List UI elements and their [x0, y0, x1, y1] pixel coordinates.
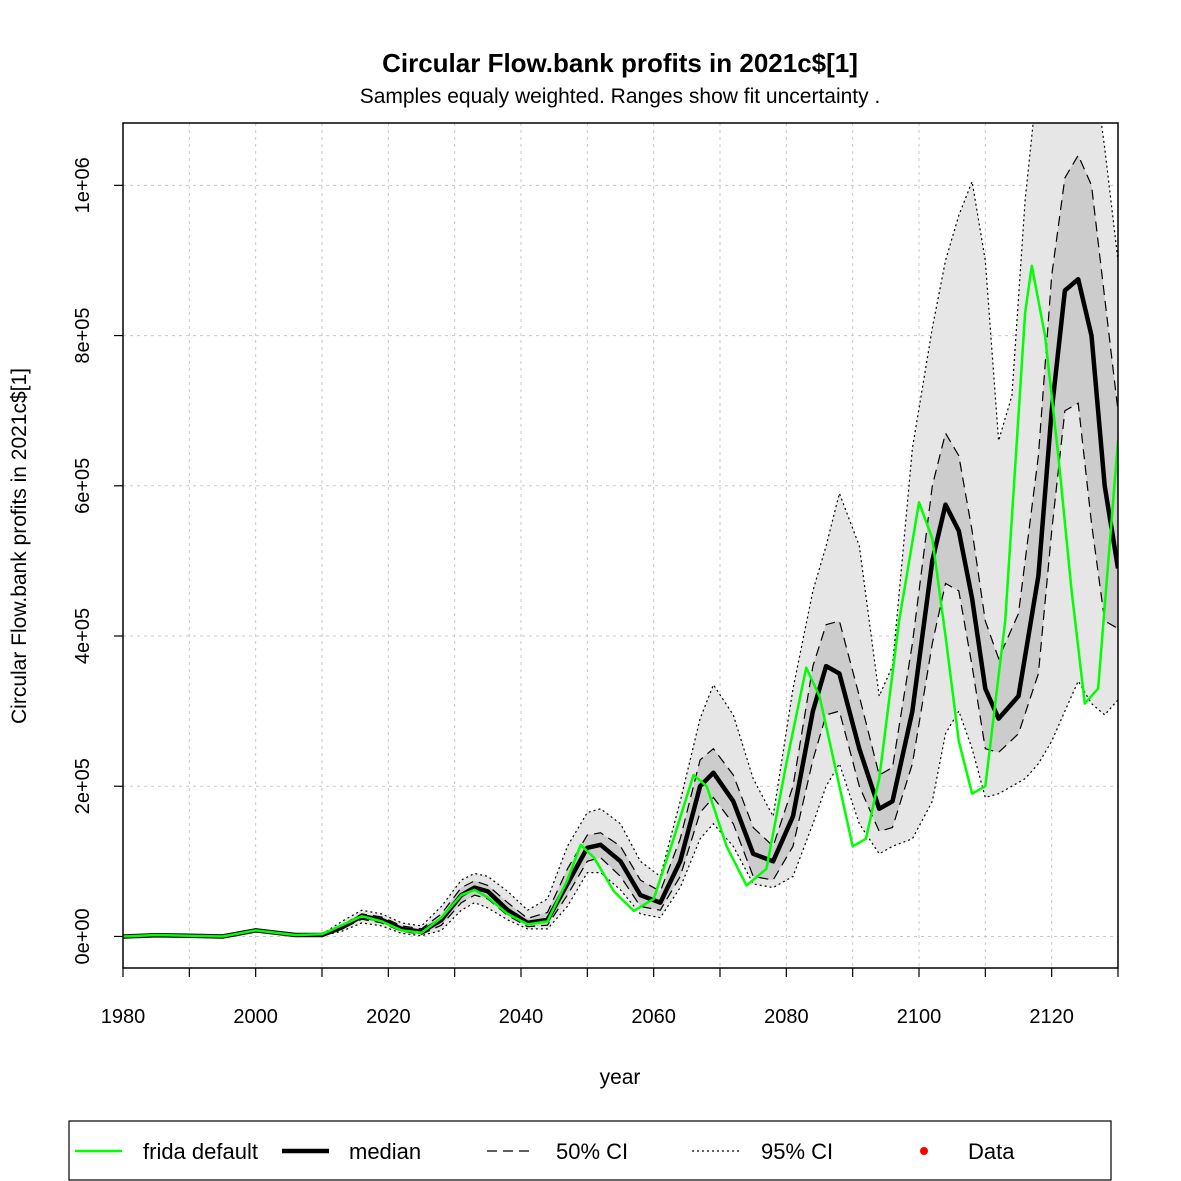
x-tick-label: 2080: [764, 1006, 809, 1028]
y-axis: 0e+00 2e+05 4e+05 6e+05 8e+05 1e+06: [72, 157, 123, 965]
y-axis-label: Circular Flow.bank profits in 2021c$[1]: [8, 368, 31, 724]
x-tick-label: 2000: [233, 1006, 278, 1028]
x-tick-label: 1980: [101, 1006, 146, 1028]
band-50-ci: [123, 155, 1118, 937]
legend-swatch-data: [920, 1147, 928, 1155]
x-axis: 1980 2000 2020 2040 2060 2080 2100 2120: [101, 968, 1119, 1028]
legend: frida default median 50% CI 95% CI Data: [68, 1120, 1112, 1181]
y-tick-label: 2e+05: [72, 758, 94, 814]
y-tick-label: 0e+00: [72, 908, 94, 964]
legend-items: frida default median 50% CI 95% CI Data: [75, 1139, 1015, 1164]
legend-label: frida default: [143, 1139, 258, 1164]
legend-label: median: [349, 1139, 421, 1164]
x-axis-label: year: [600, 1066, 641, 1089]
y-tick-label: 6e+05: [72, 458, 94, 514]
x-tick-label: 2120: [1029, 1006, 1074, 1028]
legend-label: 50% CI: [556, 1139, 628, 1164]
chart-title: Circular Flow.bank profits in 2021c$[1]: [382, 48, 858, 78]
ci95-upper-line: [123, 123, 1118, 938]
y-tick-label: 4e+05: [72, 608, 94, 664]
y-tick-label: 1e+06: [72, 157, 94, 213]
x-tick-label: 2020: [366, 1006, 411, 1028]
band-95-ci: [123, 123, 1118, 937]
series-lines: [123, 123, 1118, 939]
y-tick-label: 8e+05: [72, 307, 94, 363]
chart-subtitle: Samples equaly weighted. Ranges show fit…: [360, 85, 881, 108]
ci50-lower-line: [123, 402, 1118, 938]
ci95-lower-line: [123, 679, 1118, 938]
legend-box: [68, 1120, 1112, 1181]
legend-label: Data: [968, 1139, 1015, 1164]
frida-default-line: [123, 264, 1118, 938]
x-tick-label: 2060: [631, 1006, 676, 1028]
ci-bands: [123, 123, 1118, 937]
x-tick-label: 2040: [499, 1006, 544, 1028]
legend-label: 95% CI: [761, 1139, 833, 1164]
x-tick-label: 2100: [897, 1006, 942, 1028]
plot-frame: [122, 122, 1119, 969]
